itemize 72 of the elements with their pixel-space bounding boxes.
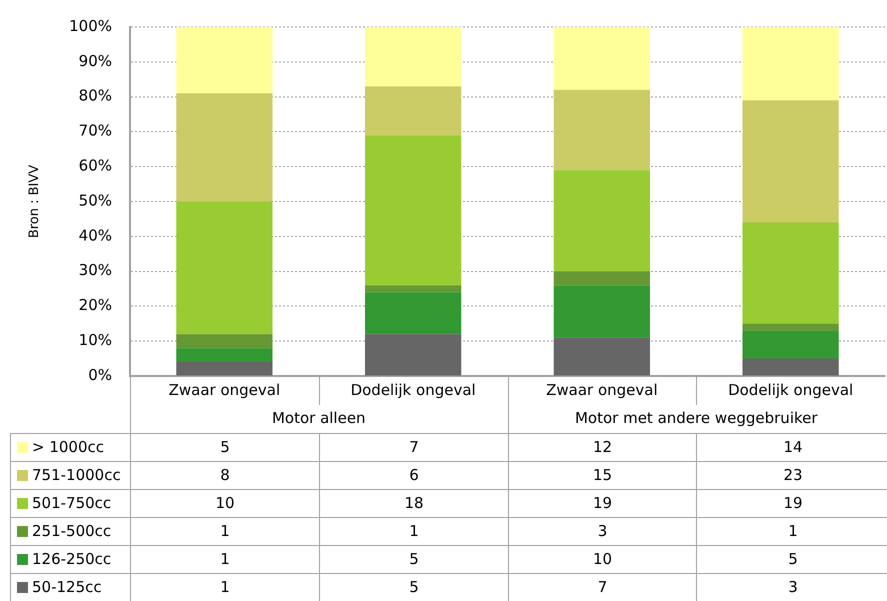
text: 5 (409, 550, 419, 568)
bar (176, 348, 273, 362)
text: Motor alleen (272, 408, 366, 427)
bar (364, 27, 462, 86)
bar (742, 324, 839, 331)
bar (742, 222, 839, 324)
text: 3 (598, 522, 608, 540)
bar (742, 27, 839, 100)
bar (554, 338, 650, 376)
bar (176, 202, 273, 334)
text: 5 (409, 578, 419, 596)
text: 1 (409, 522, 419, 540)
text: 1 (788, 522, 798, 540)
legend-label: 501-750cc (32, 493, 112, 514)
text: 7 (598, 578, 608, 596)
text: 10 (592, 550, 612, 568)
text: 5 (220, 438, 230, 456)
y-tick-label: 90% (78, 52, 112, 70)
bar (364, 285, 462, 292)
bar (364, 292, 462, 334)
bar (554, 170, 650, 272)
legend-label: 751-1000cc (32, 465, 121, 486)
text: 14 (783, 438, 803, 456)
text: 6 (409, 466, 419, 484)
y-tick-label: 70% (78, 122, 112, 140)
bar (554, 90, 650, 170)
text: 7 (409, 438, 419, 456)
text: 15 (592, 466, 612, 484)
text: 10 (215, 494, 235, 512)
bar (742, 358, 839, 376)
x-tick-label: Zwaar ongeval (168, 380, 280, 399)
bar (742, 100, 839, 222)
text: 3 (788, 578, 798, 596)
legend-label: 126-250cc (32, 549, 112, 570)
y-tick-label: 80% (78, 86, 112, 105)
y-tick-label: 0% (88, 366, 112, 384)
legend-label: 251-500cc (32, 521, 112, 542)
text: 12 (592, 438, 612, 456)
bar (742, 330, 839, 359)
bar (176, 93, 273, 202)
y-axis-title: Bron : BIVV (27, 164, 42, 238)
text: 1 (220, 578, 230, 596)
bar (176, 362, 273, 376)
text: 1 (220, 550, 230, 568)
bar (554, 27, 650, 90)
bar (364, 135, 462, 286)
x-tick-label: Zwaar ongeval (546, 380, 658, 399)
text: 23 (783, 466, 803, 484)
y-tick-label: 30% (78, 261, 112, 280)
text: 8 (220, 466, 230, 484)
text: Motor met andere weggebruiker (574, 408, 818, 427)
legend-label: 50-125cc (32, 577, 102, 598)
y-tick-label: 40% (78, 226, 112, 244)
bar (554, 271, 650, 286)
bar (364, 334, 462, 376)
text: 1 (220, 522, 230, 540)
text: 19 (783, 494, 803, 512)
y-tick-label: 100% (69, 16, 112, 35)
bar (364, 86, 462, 136)
text: 19 (592, 494, 612, 512)
x-tick-label: Dodelijk ongeval (728, 380, 854, 399)
bar (176, 334, 273, 348)
y-tick-label: 60% (78, 156, 112, 174)
text: 5 (788, 550, 798, 568)
y-tick-label: 50% (78, 191, 112, 210)
bar (554, 285, 650, 338)
bar (176, 27, 273, 94)
y-tick-label: 10% (78, 330, 112, 349)
y-tick-label: 20% (78, 296, 112, 314)
text: 18 (404, 494, 424, 512)
legend-label: > 1000cc (32, 437, 104, 458)
x-tick-label: Dodelijk ongeval (350, 380, 476, 399)
